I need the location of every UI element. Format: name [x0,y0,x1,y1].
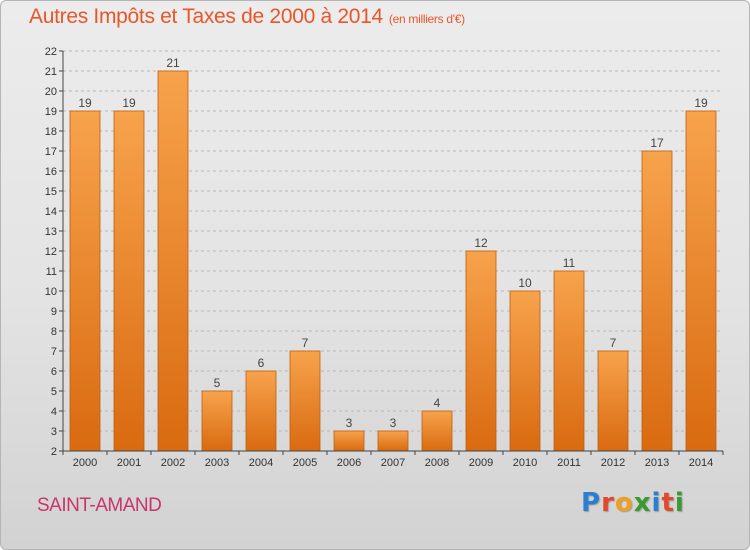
y-tick-label: 4 [51,406,57,418]
bar [113,110,145,452]
bar-value-label: 7 [302,336,309,350]
bar [245,370,277,452]
x-tick-label: 2007 [381,457,405,469]
city-name: SAINT-AMAND [37,495,162,516]
y-tick-label: 22 [45,46,57,58]
y-tick-label: 17 [45,146,57,158]
y-tick-label: 21 [45,66,57,78]
logo-letter: i [651,488,662,518]
bar [289,350,321,452]
y-tick-label: 15 [45,186,57,198]
bar [201,390,233,452]
y-tick-label: 5 [51,386,57,398]
logo-letter: P [581,488,602,518]
bar-value-label: 11 [563,256,576,270]
bar-value-label: 12 [474,236,488,250]
y-tick-label: 19 [45,106,57,118]
x-tick-label: 2009 [469,457,493,469]
bar [157,70,189,452]
x-tick-label: 2006 [337,457,361,469]
y-tick-label: 11 [46,266,57,278]
x-tick-label: 2014 [689,457,713,469]
bar [421,410,453,452]
y-tick-label: 2 [51,446,57,458]
y-tick-label: 12 [45,246,57,258]
x-tick-label: 2013 [645,457,669,469]
x-tick-label: 2002 [161,457,185,469]
bar [641,150,673,452]
y-tick-label: 16 [45,166,57,178]
proxiti-logo: Proxiti [581,488,685,518]
bar-value-label: 4 [434,396,441,410]
logo-letter: o [614,488,634,518]
y-tick-label: 18 [45,126,57,138]
y-tick-label: 20 [45,86,57,98]
bar-value-label: 5 [214,376,221,390]
y-tick-label: 14 [45,206,57,218]
bar-value-label: 19 [122,96,136,110]
bar-value-label: 7 [610,336,617,350]
bar [69,110,101,452]
bar-value-label: 10 [518,276,532,290]
y-tick-label: 8 [51,326,57,338]
bar [377,430,409,452]
bar-value-label: 3 [346,416,353,430]
chart-title-text: Autres Impôts et Taxes de 2000 à 2014 [29,5,383,28]
logo-letter: i [674,488,685,518]
bar [333,430,365,452]
bar [509,290,541,452]
x-tick-label: 2008 [425,457,449,469]
bar-value-label: 19 [78,96,92,110]
bar-value-label: 17 [650,136,664,150]
y-tick-label: 3 [51,426,57,438]
bar [597,350,629,452]
bar-value-label: 6 [258,356,265,370]
x-tick-label: 2011 [557,457,581,469]
bar [465,250,497,452]
x-tick-label: 2005 [293,457,317,469]
logo-letter: t [661,488,675,518]
y-tick-label: 9 [51,306,57,318]
x-tick-label: 2012 [601,457,625,469]
x-tick-label: 2010 [513,457,537,469]
bar-value-label: 3 [390,416,397,430]
x-tick-label: 2001 [117,457,141,469]
bar-value-label: 19 [694,96,708,110]
chart-title: Autres Impôts et Taxes de 2000 à 2014 (en… [29,5,465,29]
y-tick-label: 7 [51,346,57,358]
bar-value-label: 21 [166,56,180,70]
y-tick-label: 6 [51,366,57,378]
logo-letter: x [633,488,652,518]
bar [553,270,585,452]
bars: 19 19 21 5 6 7 3 3 4 12 10 11 7 17 19 [69,56,717,452]
chart-subtitle: (en milliers d'€) [388,12,465,26]
y-tick-label: 10 [45,286,57,298]
bar [685,110,717,452]
x-tick-label: 2003 [205,457,229,469]
axes: 2 3 4 5 6 7 8 9 10 11 12 13 14 15 16 17 18 19 20 21 22 2000 20… [45,46,724,469]
y-tick-label: 13 [45,226,57,238]
x-tick-label: 2000 [73,457,97,469]
x-tick-label: 2004 [249,457,273,469]
logo-letter: r [601,488,615,518]
